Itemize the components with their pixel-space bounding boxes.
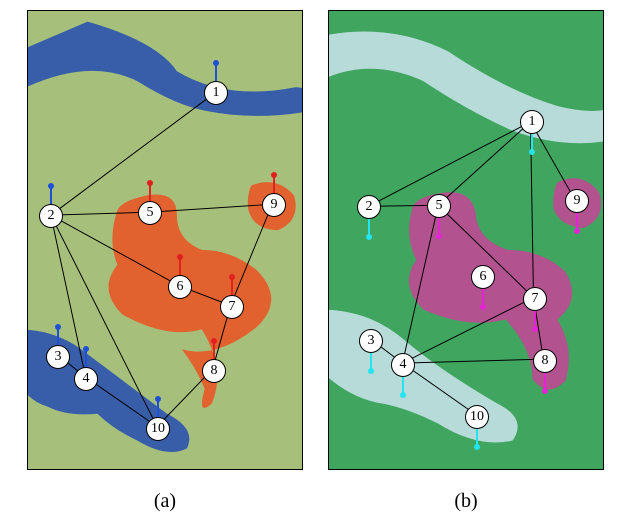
pin-dot-icon — [480, 304, 486, 310]
graph-node-label: 10 — [151, 422, 165, 436]
graph-node: 5 — [138, 201, 162, 225]
graph-node-label: 3 — [55, 350, 62, 364]
region-primary — [328, 32, 604, 144]
pin-dot-icon — [542, 388, 548, 394]
panel-caption-b: (b) — [454, 490, 477, 513]
graph-node-label: 6 — [177, 280, 184, 294]
graph-node: 4 — [391, 353, 415, 377]
graph-node-label: 1 — [213, 86, 220, 100]
edge — [438, 122, 530, 205]
pin-dot-icon — [211, 338, 217, 344]
pin-dot-icon — [177, 254, 183, 260]
panel-b-svg — [329, 11, 603, 469]
panel-b: 1 2 3 4 5 6 7 8 9 10 — [328, 10, 604, 470]
graph-node: 1 — [520, 110, 544, 134]
pin-dot-icon — [48, 183, 54, 189]
pin-dot-icon — [574, 228, 580, 234]
graph-node: 4 — [74, 367, 98, 391]
graph-node-label: 7 — [532, 292, 539, 306]
graph-node: 3 — [46, 345, 70, 369]
graph-node: 8 — [202, 359, 226, 383]
figure-canvas: 1 2 3 4 5 6 7 8 9 10 (a) 1 2 3 4 5 6 7 8 9 10 (b) — [0, 0, 618, 516]
graph-node: 1 — [204, 81, 228, 105]
edge — [51, 93, 215, 215]
graph-node-label: 7 — [229, 300, 236, 314]
pin-dot-icon — [155, 396, 161, 402]
graph-node-label: 2 — [48, 209, 55, 223]
graph-node: 7 — [220, 295, 244, 319]
pin-dot-icon — [529, 149, 535, 155]
graph-node: 10 — [465, 405, 489, 429]
pin-dot-icon — [368, 368, 374, 374]
graph-node-label: 4 — [83, 372, 90, 386]
region-secondary — [109, 194, 272, 407]
pin-dot-icon — [229, 274, 235, 280]
graph-node: 8 — [533, 349, 557, 373]
pin-dot-icon — [400, 392, 406, 398]
graph-node-label: 10 — [470, 410, 484, 424]
graph-node: 6 — [168, 275, 192, 299]
graph-node-label: 2 — [366, 200, 373, 214]
graph-node-label: 5 — [147, 206, 154, 220]
graph-node: 9 — [262, 193, 286, 217]
pin-dot-icon — [366, 234, 372, 240]
graph-node: 2 — [39, 204, 63, 228]
graph-node-label: 4 — [400, 358, 407, 372]
panel-a-svg — [28, 11, 302, 469]
graph-node-label: 9 — [574, 194, 581, 208]
pin-dot-icon — [532, 326, 538, 332]
panel-caption-a: (a) — [154, 490, 176, 513]
pin-dot-icon — [147, 180, 153, 186]
graph-node: 2 — [357, 195, 381, 219]
pin-dot-icon — [271, 172, 277, 178]
graph-node: 6 — [471, 265, 495, 289]
pin-dot-icon — [83, 346, 89, 352]
graph-node: 7 — [523, 287, 547, 311]
graph-node-label: 3 — [368, 334, 375, 348]
graph-node-label: 8 — [542, 354, 549, 368]
pin-dot-icon — [213, 60, 219, 66]
graph-node-label: 5 — [436, 199, 443, 213]
graph-node: 10 — [146, 417, 170, 441]
graph-node-label: 9 — [271, 198, 278, 212]
graph-node-label: 8 — [211, 364, 218, 378]
pin-dot-icon — [55, 324, 61, 330]
region-primary — [328, 309, 518, 442]
pin-dot-icon — [436, 233, 442, 239]
pin-dot-icon — [474, 444, 480, 450]
region-primary — [27, 22, 303, 116]
graph-node: 9 — [565, 189, 589, 213]
graph-node: 5 — [427, 194, 451, 218]
graph-node-label: 1 — [529, 115, 536, 129]
panel-a: 1 2 3 4 5 6 7 8 9 10 — [27, 10, 303, 470]
graph-node-label: 6 — [480, 270, 487, 284]
graph-node: 3 — [359, 329, 383, 353]
